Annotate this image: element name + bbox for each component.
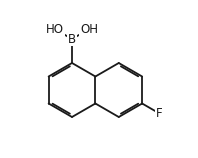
Text: F: F <box>156 107 163 120</box>
Text: OH: OH <box>80 22 98 36</box>
Text: B: B <box>68 33 76 46</box>
Text: HO: HO <box>46 22 64 36</box>
